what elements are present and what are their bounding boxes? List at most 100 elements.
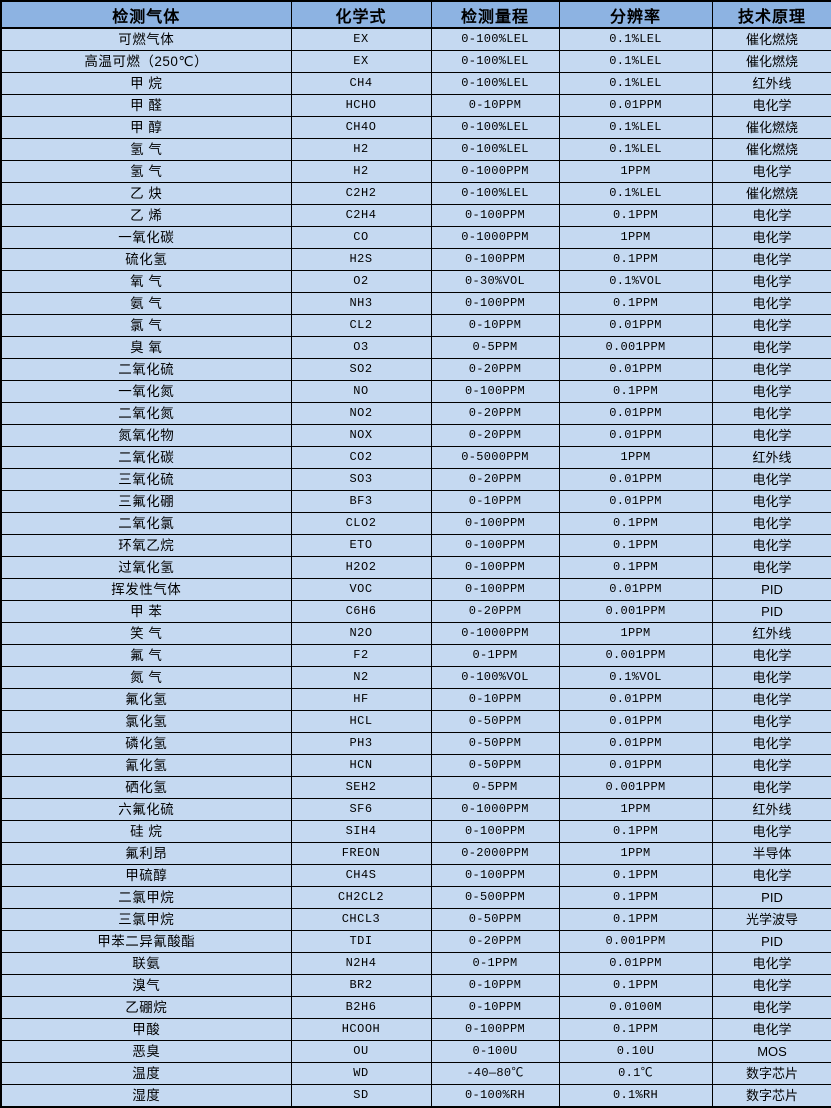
cell-range: 0-100%RH (430, 1084, 560, 1108)
cell-formula: HCOOH (290, 1018, 432, 1041)
cell-resolution: 1PPM (558, 160, 713, 183)
cell-formula: N2O (290, 622, 432, 645)
cell-range: 0-100PPM (430, 534, 560, 557)
cell-range: 0-100PPM (430, 292, 560, 315)
cell-range: 0-10PPM (430, 490, 560, 513)
cell-resolution: 0.01PPM (558, 314, 713, 337)
cell-range: 0-50PPM (430, 754, 560, 777)
cell-gas: 氮 气 (0, 666, 292, 689)
cell-range: 0-1000PPM (430, 798, 560, 821)
cell-gas: 六氟化硫 (0, 798, 292, 821)
cell-range: 0-10PPM (430, 996, 560, 1019)
cell-range: 0-1000PPM (430, 622, 560, 645)
column-header-range: 检测量程 (430, 0, 560, 29)
cell-formula: SF6 (290, 798, 432, 821)
cell-technology: 电化学 (711, 358, 831, 381)
cell-gas: 高温可燃（250℃） (0, 50, 292, 73)
cell-formula: CO2 (290, 446, 432, 469)
cell-gas: 甲硫醇 (0, 864, 292, 887)
cell-formula: ETO (290, 534, 432, 557)
cell-gas: 挥发性气体 (0, 578, 292, 601)
cell-technology: 光学波导 (711, 908, 831, 931)
cell-gas: 环氧乙烷 (0, 534, 292, 557)
cell-formula: H2S (290, 248, 432, 271)
cell-formula: OU (290, 1040, 432, 1063)
cell-gas: 硅 烷 (0, 820, 292, 843)
cell-formula: WD (290, 1062, 432, 1085)
cell-formula: C2H2 (290, 182, 432, 205)
cell-formula: HCL (290, 710, 432, 733)
cell-gas: 臭 氧 (0, 336, 292, 359)
cell-technology: 红外线 (711, 72, 831, 95)
cell-gas: 二氯甲烷 (0, 886, 292, 909)
cell-gas: 乙 炔 (0, 182, 292, 205)
cell-resolution: 0.1PPM (558, 886, 713, 909)
cell-range: 0-20PPM (430, 600, 560, 623)
cell-technology: 电化学 (711, 710, 831, 733)
cell-range: 0-50PPM (430, 710, 560, 733)
cell-range: 0-2000PPM (430, 842, 560, 865)
cell-technology: PID (711, 930, 831, 953)
cell-gas: 三氟化硼 (0, 490, 292, 513)
cell-technology: 电化学 (711, 952, 831, 975)
cell-gas: 乙硼烷 (0, 996, 292, 1019)
cell-resolution: 1PPM (558, 798, 713, 821)
cell-resolution: 0.01PPM (558, 94, 713, 117)
cell-gas: 氢 气 (0, 160, 292, 183)
cell-resolution: 1PPM (558, 226, 713, 249)
cell-resolution: 0.1%LEL (558, 138, 713, 161)
cell-resolution: 0.01PPM (558, 468, 713, 491)
cell-resolution: 0.1PPM (558, 380, 713, 403)
cell-formula: H2 (290, 138, 432, 161)
cell-technology: 催化燃烧 (711, 50, 831, 73)
cell-formula: SO2 (290, 358, 432, 381)
cell-resolution: 0.001PPM (558, 930, 713, 953)
cell-technology: 电化学 (711, 226, 831, 249)
cell-resolution: 0.1PPM (558, 556, 713, 579)
cell-range: 0-10PPM (430, 94, 560, 117)
cell-formula: CH4O (290, 116, 432, 139)
cell-range: 0-100PPM (430, 512, 560, 535)
cell-range: 0-100U (430, 1040, 560, 1063)
cell-resolution: 0.01PPM (558, 424, 713, 447)
cell-range: 0-5PPM (430, 776, 560, 799)
cell-technology: 电化学 (711, 160, 831, 183)
cell-resolution: 0.1PPM (558, 864, 713, 887)
cell-gas: 三氯甲烷 (0, 908, 292, 931)
cell-gas: 二氧化氮 (0, 402, 292, 425)
cell-range: 0-100PPM (430, 204, 560, 227)
cell-formula: HF (290, 688, 432, 711)
cell-gas: 二氧化氯 (0, 512, 292, 535)
cell-gas: 硒化氢 (0, 776, 292, 799)
cell-resolution: 0.01PPM (558, 358, 713, 381)
cell-gas: 笑 气 (0, 622, 292, 645)
cell-technology: 数字芯片 (711, 1062, 831, 1085)
cell-formula: CHCL3 (290, 908, 432, 931)
cell-technology: 电化学 (711, 688, 831, 711)
cell-technology: 电化学 (711, 666, 831, 689)
cell-technology: 催化燃烧 (711, 116, 831, 139)
cell-technology: 电化学 (711, 468, 831, 491)
cell-formula: NH3 (290, 292, 432, 315)
cell-range: 0-1PPM (430, 644, 560, 667)
cell-gas: 甲 醇 (0, 116, 292, 139)
cell-technology: 电化学 (711, 402, 831, 425)
cell-range: 0-10PPM (430, 974, 560, 997)
cell-gas: 三氧化硫 (0, 468, 292, 491)
